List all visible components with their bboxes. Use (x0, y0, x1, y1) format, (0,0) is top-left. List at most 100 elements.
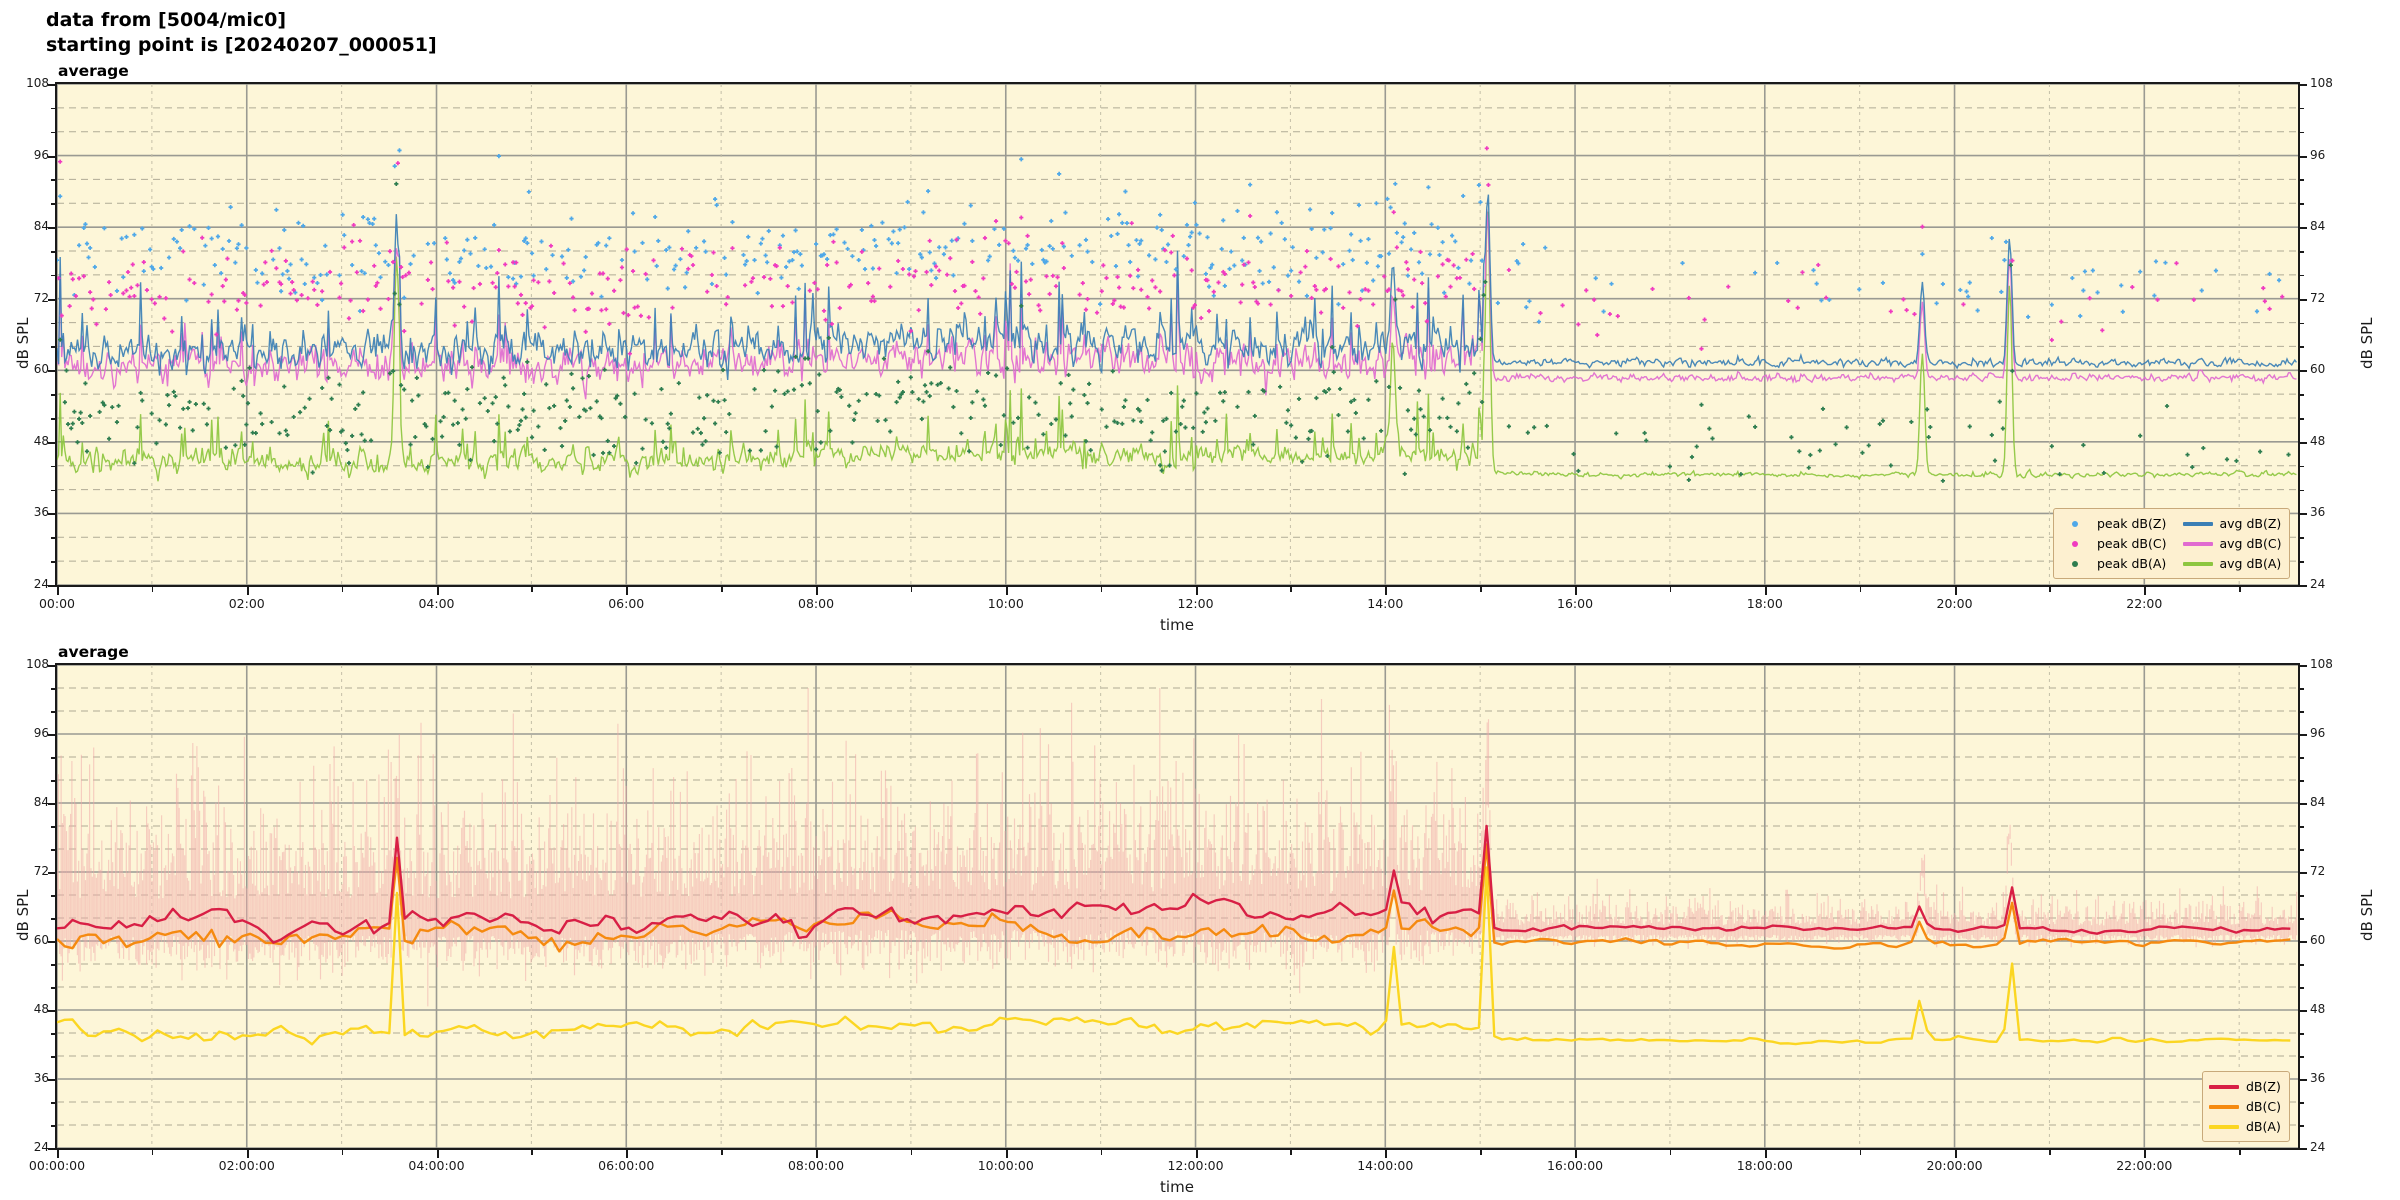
x-axis-tick-label: 00:00:00 (28, 1158, 86, 1173)
legend-label: avg dB(Z) (2219, 516, 2282, 531)
legend-item-dbc[interactable]: dB(C) (2209, 1097, 2281, 1116)
y-axis-tick-label-left: 24 (33, 1140, 49, 1154)
x-axis-minor-tick (341, 587, 344, 592)
y-axis-tick-label-right: 24 (2310, 577, 2326, 591)
y-axis-minor-tick (2300, 826, 2304, 828)
legend-bottom[interactable]: dB(Z) dB(C) dB(A) (2202, 1071, 2290, 1142)
legend-marker-line-icon (2182, 521, 2213, 526)
legend-item-dbz[interactable]: dB(Z) (2209, 1077, 2281, 1096)
y-axis-minor-tick (2300, 107, 2304, 110)
legend-item-peakdbz[interactable]: peak dB(Z) (2060, 514, 2167, 533)
x-axis-minor-tick (1669, 1150, 1672, 1155)
y-axis-minor-tick (2300, 964, 2304, 966)
plot-canvas-bottom (57, 665, 2298, 1148)
y-axis-tick-mark (2300, 84, 2307, 86)
peak-scatter-top (57, 146, 2291, 483)
legend-marker-dot-icon (2060, 540, 2090, 547)
x-axis-minor-tick (341, 1150, 344, 1155)
y-axis-tick-mark (48, 298, 55, 301)
legend-item-peakdbc[interactable]: peak dB(C) (2060, 534, 2167, 553)
y-axis-tick-label-left: 60 (33, 933, 49, 947)
x-axis-tick-mark (816, 587, 819, 595)
plot-area-bottom (55, 663, 2300, 1150)
y-axis-tick-label-right: 72 (2310, 864, 2326, 878)
x-axis-title: time (1160, 616, 1194, 634)
legend-label: dB(A) (2246, 1119, 2281, 1134)
y-axis-tick-label-right: 108 (2310, 76, 2333, 90)
x-axis-minor-tick (1669, 587, 1672, 592)
plot-area-top (55, 82, 2300, 587)
legend-item-peakdba[interactable]: peak dB(A) (2060, 554, 2167, 573)
y-axis-minor-tick (51, 131, 55, 134)
legend-item-avgdba[interactable]: avg dB(A) (2182, 554, 2282, 573)
y-axis-tick-label-left: 72 (33, 864, 49, 878)
legend-column: peak dB(Z) peak dB(C) peak dB(A) (2060, 514, 2167, 573)
legend-item-avgdbz[interactable]: avg dB(Z) (2182, 514, 2282, 533)
x-axis-tick-label: 10:00 (987, 596, 1024, 611)
y-axis-minor-tick (2300, 711, 2304, 713)
y-axis-tick-mark (48, 370, 55, 373)
legend-label: peak dB(Z) (2097, 516, 2167, 531)
y-axis-tick-label-left: 96 (33, 147, 49, 162)
y-axis-minor-tick (2300, 322, 2304, 325)
plot-canvas-top (57, 84, 2298, 585)
y-axis-title-right: dB SPL (2358, 888, 2376, 941)
x-axis-tick-mark (626, 587, 629, 595)
y-axis-tick-label-right: 72 (2310, 290, 2326, 305)
x-axis-tick-mark (1385, 1150, 1388, 1158)
x-axis-tick-mark (1575, 1150, 1578, 1158)
starting-point-line: starting point is [20240207_000051] (46, 34, 437, 57)
series-line-avgdba (57, 211, 2297, 482)
y-axis-minor-tick (2300, 987, 2304, 989)
x-axis-tick-mark (436, 587, 439, 595)
legend-column: dB(Z) dB(C) dB(A) (2209, 1077, 2281, 1136)
y-axis-tick-mark (2300, 803, 2307, 805)
y-axis-minor-tick (51, 179, 55, 181)
y-axis-tick-label-left: 108 (26, 657, 49, 671)
gridlines-top (57, 84, 2298, 585)
y-axis-minor-tick (51, 489, 55, 492)
y-axis-tick-label-left: 48 (33, 433, 49, 448)
y-axis-tick-mark (48, 155, 55, 158)
x-axis-tick-mark (1385, 587, 1388, 595)
y-axis-minor-tick (51, 394, 55, 396)
y-axis-tick-label-left: 72 (33, 290, 49, 305)
x-axis-tick-mark (2144, 587, 2147, 595)
y-axis-minor-tick (51, 465, 55, 468)
x-axis-tick-mark (1005, 587, 1008, 595)
y-axis-minor-tick (51, 1056, 55, 1058)
y-axis-minor-tick (51, 987, 55, 989)
y-axis-minor-tick (2300, 274, 2304, 277)
y-axis-tick-mark (48, 1010, 55, 1012)
y-axis-tick-mark (2300, 298, 2307, 301)
y-axis-tick-label-left: 36 (33, 505, 49, 520)
y-axis-tick-mark (48, 665, 55, 667)
x-axis-tick-label: 06:00 (608, 596, 645, 611)
y-axis-minor-tick (51, 895, 55, 897)
y-axis-tick-mark (2300, 585, 2307, 587)
legend-top[interactable]: peak dB(Z) peak dB(C) peak dB(A) avg dB(Z) a… (2053, 508, 2291, 579)
y-axis-tick-label-left: 36 (33, 1071, 49, 1085)
series-line-dba (57, 866, 2291, 1046)
y-axis-minor-tick (2300, 918, 2304, 920)
series-line-dbz (57, 824, 2291, 944)
x-axis-tick-label: 04:00:00 (408, 1158, 465, 1173)
y-axis-minor-tick (51, 1102, 55, 1104)
x-axis-minor-tick (1290, 1150, 1292, 1155)
y-axis-tick-mark (2300, 441, 2307, 444)
legend-marker-line-icon (2209, 1104, 2239, 1109)
y-axis-tick-mark (2300, 155, 2307, 158)
y-axis-tick-label-right: 84 (2310, 795, 2326, 809)
x-axis-tick-label: 04:00 (418, 596, 455, 611)
x-axis-tick-label: 02:00:00 (218, 1158, 275, 1173)
x-axis-minor-tick (151, 1150, 154, 1155)
legend-item-dba[interactable]: dB(A) (2209, 1117, 2281, 1136)
x-axis-tick-label: 08:00:00 (787, 1158, 845, 1173)
x-axis-tick-label: 02:00 (228, 596, 265, 611)
y-axis-tick-mark (2300, 370, 2307, 373)
x-axis-tick-label: 10:00:00 (977, 1158, 1034, 1173)
x-axis-tick-mark (246, 1150, 249, 1158)
legend-item-avgdbc[interactable]: avg dB(C) (2182, 534, 2281, 553)
y-axis-minor-tick (51, 780, 55, 782)
y-axis-minor-tick (2300, 1102, 2304, 1104)
